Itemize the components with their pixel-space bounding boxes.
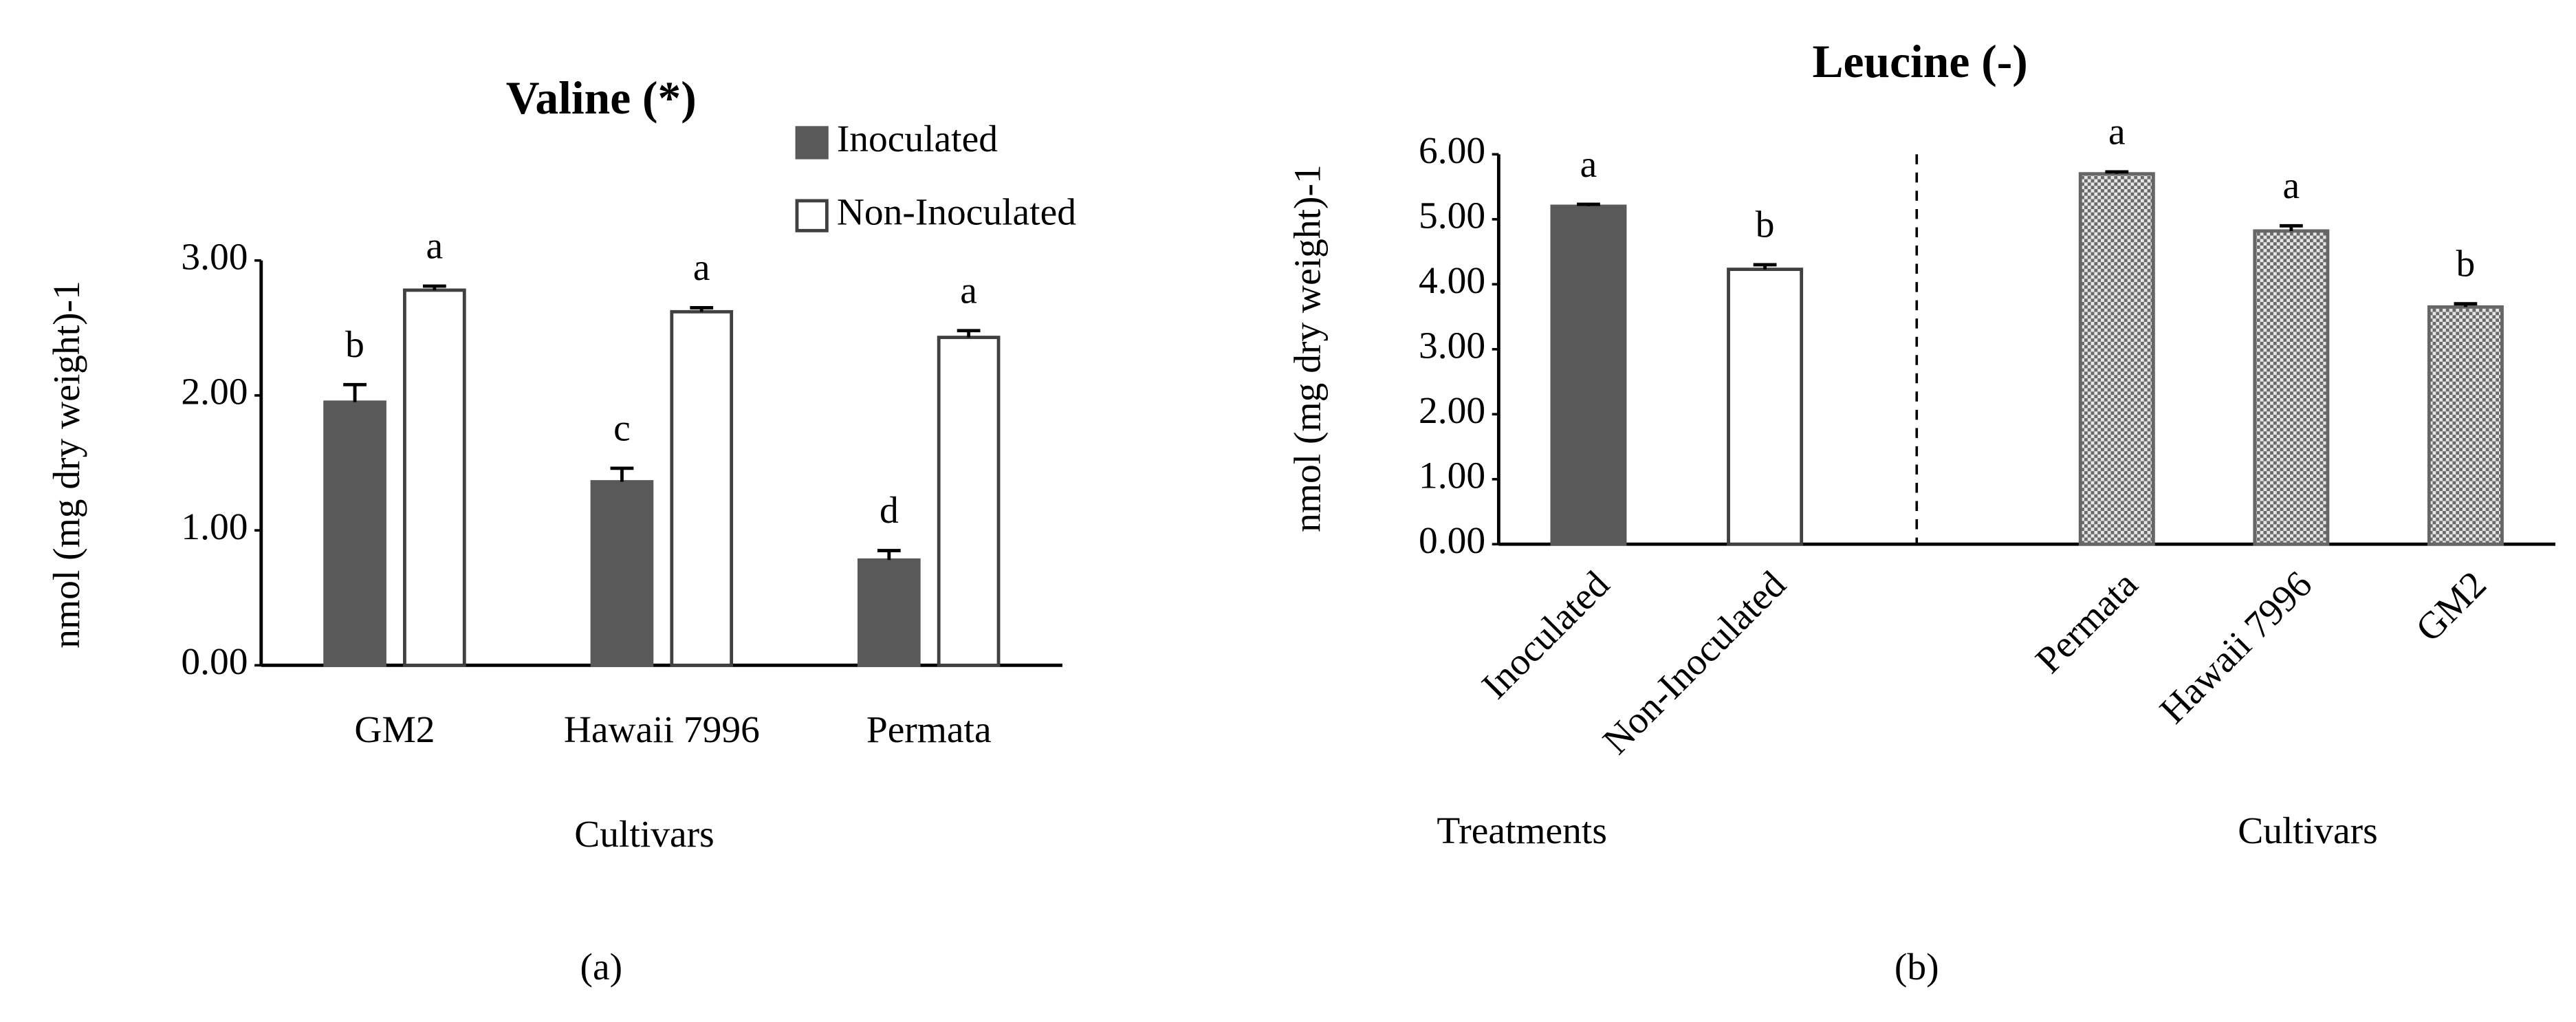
error-bar — [877, 549, 901, 561]
significance-letter: c — [613, 408, 631, 450]
bar — [323, 400, 386, 667]
bar — [857, 558, 921, 667]
y-tick-label: 0.00 — [181, 641, 248, 683]
x-tick-label: Permata — [866, 709, 992, 751]
x-axis-label: Cultivars — [574, 814, 714, 856]
panel-label: (a) — [580, 946, 623, 988]
significance-letter: a — [2283, 165, 2300, 207]
y-tick-label: 3.00 — [1419, 325, 1485, 367]
y-tick-label: 5.00 — [1419, 195, 1485, 237]
legend-swatch — [795, 199, 829, 232]
significance-letter: a — [426, 226, 444, 268]
error-bar — [343, 382, 367, 402]
error-bar — [2105, 170, 2129, 174]
x-tick-label: Hawaii 7996 — [564, 709, 760, 751]
y-tick-label: 4.00 — [1419, 260, 1485, 302]
group-label: Cultivars — [2238, 810, 2377, 852]
chart-title: Valine (*) — [506, 72, 697, 124]
x-tick-label: Non-Inoculated — [1595, 563, 1794, 762]
group-label: Treatments — [1437, 810, 1607, 852]
bar — [1727, 268, 1804, 546]
y-tick-label: 3.00 — [181, 236, 248, 278]
chart-title: Leucine (-) — [1812, 36, 2027, 87]
significance-letter: d — [880, 490, 899, 532]
bar — [590, 480, 654, 667]
x-tick-label: GM2 — [354, 709, 435, 751]
y-axis-label: nmol (mg dry weight)-1 — [46, 281, 88, 649]
panel-label: (b) — [1895, 946, 1939, 988]
x-tick-label: GM2 — [2408, 563, 2495, 650]
y-tick-label: 6.00 — [1419, 130, 1485, 172]
error-bar — [1753, 263, 1777, 270]
x-tick-label: Inoculated — [1474, 563, 1618, 707]
significance-letter: b — [345, 324, 364, 366]
bar — [403, 288, 466, 667]
error-bar — [1577, 202, 1600, 206]
significance-letter: a — [2108, 111, 2126, 153]
y-tick-label: 1.00 — [1419, 455, 1485, 497]
error-bar — [610, 466, 634, 482]
significance-letter: b — [2456, 243, 2476, 285]
significance-letter: a — [1580, 144, 1597, 186]
legend-swatch — [795, 126, 829, 160]
error-bar — [690, 305, 714, 312]
error-bar — [2279, 224, 2303, 231]
bar — [937, 336, 1001, 667]
x-tick-label: Hawaii 7996 — [2152, 563, 2321, 732]
y-tick-label: 1.00 — [181, 506, 248, 548]
bar — [2427, 305, 2504, 546]
bar — [2078, 172, 2155, 546]
error-bar — [957, 329, 981, 338]
bar — [670, 309, 734, 667]
y-tick-label: 0.00 — [1419, 520, 1485, 562]
bar — [2253, 229, 2330, 546]
legend-label: Inoculated — [837, 118, 998, 160]
error-bar — [2454, 302, 2478, 307]
y-tick-label: 2.00 — [181, 371, 248, 413]
significance-letter: b — [1756, 204, 1775, 246]
y-axis-label: nmol (mg dry weight)-1 — [1287, 164, 1329, 532]
error-bar — [422, 284, 446, 290]
significance-letter: a — [693, 247, 710, 289]
bar — [1550, 204, 1627, 546]
x-tick-label: Permata — [2028, 563, 2146, 682]
y-tick-label: 2.00 — [1419, 390, 1485, 432]
legend-label: Non-Inoculated — [837, 191, 1076, 233]
significance-letter: a — [960, 270, 977, 312]
